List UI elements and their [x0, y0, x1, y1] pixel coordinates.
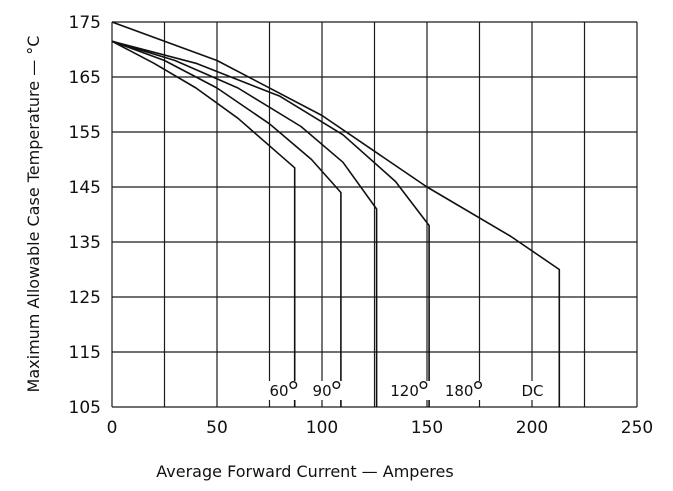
y-tick-label: 105 — [69, 398, 101, 418]
x-axis-title: Average Forward Current — Amperes — [156, 462, 453, 481]
y-tick-label: 165 — [69, 68, 101, 88]
curve-label-background — [267, 381, 302, 400]
y-tick-label: 155 — [69, 123, 101, 143]
degree-symbol — [419, 381, 428, 390]
x-tick-label: 250 — [621, 418, 653, 438]
curve-label-background — [519, 381, 544, 400]
y-tick-label: 145 — [69, 178, 101, 198]
labels-layer: 60 90 120 180 DC — [267, 381, 544, 400]
curve-label: 120 — [390, 382, 419, 400]
grid-layer: 0 50 100 150 200 250 105 115 125 135 145 155 165 175 — [69, 13, 654, 438]
curve-label-background — [310, 381, 345, 400]
y-tick-label: 175 — [69, 13, 101, 33]
series-line — [111, 40, 342, 407]
series-layer — [111, 21, 561, 407]
y-tick-label: 115 — [69, 343, 101, 363]
series-line — [111, 40, 378, 407]
curve-label: 60 — [270, 382, 289, 400]
series-line — [111, 40, 296, 407]
curve-label: DC — [522, 382, 544, 400]
x-tick-label: 50 — [206, 418, 228, 438]
curve-label: 180 — [445, 382, 474, 400]
series-line — [111, 21, 561, 407]
y-tick-label: 135 — [69, 233, 101, 253]
y-tick-label: 125 — [69, 288, 101, 308]
curve-label: 90 — [313, 382, 332, 400]
x-tick-label: 200 — [516, 418, 548, 438]
degree-symbol — [289, 381, 298, 390]
degree-symbol — [474, 381, 483, 390]
x-tick-label: 100 — [306, 418, 338, 438]
series-line — [111, 40, 430, 407]
x-tick-label: 0 — [107, 418, 118, 438]
degree-symbol — [332, 381, 341, 390]
x-tick-label: 150 — [411, 418, 443, 438]
y-axis-title: Maximum Allowable Case Temperature — °C — [24, 36, 43, 393]
